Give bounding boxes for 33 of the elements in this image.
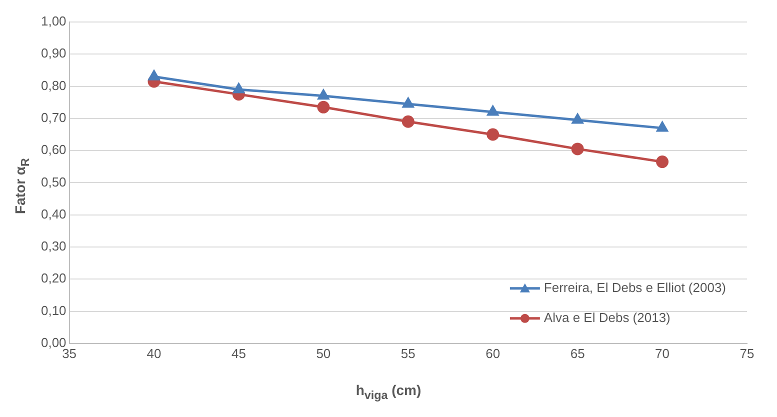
y-tick-label: 0,10 bbox=[40, 302, 66, 318]
x-tick-label: 50 bbox=[316, 346, 331, 361]
y-tick-label: 0,70 bbox=[40, 110, 66, 125]
y-tick-label: 1,00 bbox=[40, 14, 66, 29]
point bbox=[402, 98, 414, 108]
point bbox=[148, 70, 160, 80]
point bbox=[656, 122, 668, 132]
y-tick-label: 0,60 bbox=[40, 142, 66, 158]
y-tick-label: 0,30 bbox=[40, 238, 66, 254]
point bbox=[402, 115, 414, 128]
x-tick-label: 55 bbox=[400, 346, 416, 361]
point bbox=[571, 142, 584, 156]
x-tick-label: 40 bbox=[146, 346, 162, 361]
x-tick-label: 70 bbox=[655, 346, 670, 361]
x-tick-label: 75 bbox=[740, 346, 754, 361]
y-tick-label: 0,50 bbox=[40, 174, 66, 190]
x-tick-label: 60 bbox=[486, 346, 500, 361]
legend-label: Alva e El Debs (2013) bbox=[544, 310, 670, 325]
legend-label: Ferreira, El Debs e Elliot (2003) bbox=[544, 280, 726, 295]
point bbox=[486, 128, 500, 141]
x-axis-title: h$_{viga}$ (cm) bbox=[354, 382, 422, 402]
point bbox=[318, 90, 330, 100]
y-tick-label: 0,90 bbox=[40, 46, 66, 61]
y-tick-label: 0,20 bbox=[40, 270, 66, 286]
x-tick-label: 65 bbox=[570, 346, 585, 361]
point bbox=[317, 100, 330, 114]
point bbox=[233, 83, 244, 94]
point bbox=[656, 156, 669, 168]
y-tick-label: 0,80 bbox=[40, 78, 66, 93]
point bbox=[487, 106, 498, 116]
x-tick-label: 45 bbox=[231, 346, 246, 361]
point bbox=[572, 114, 584, 124]
y-tick-label: 0,40 bbox=[40, 206, 66, 222]
